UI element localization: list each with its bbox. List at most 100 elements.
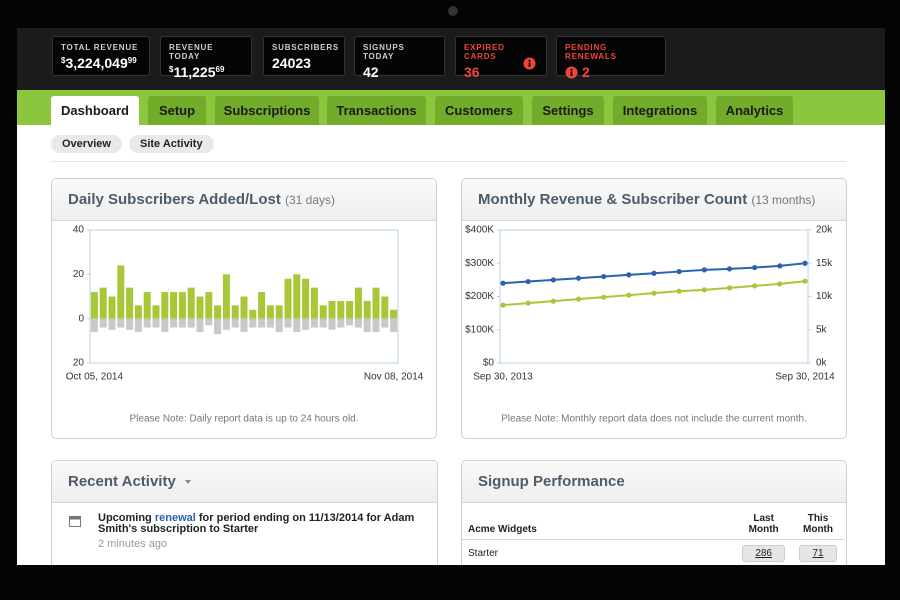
divider bbox=[51, 161, 846, 162]
bar bbox=[328, 300, 336, 319]
bar bbox=[258, 318, 266, 328]
panel-monthly-revenue: Monthly Revenue & Subscriber Count (13 m… bbox=[461, 178, 847, 439]
panel-signup-performance: Signup Performance Acme Widgets Last Mon… bbox=[461, 460, 847, 565]
data-point bbox=[802, 278, 808, 284]
bar bbox=[249, 309, 257, 319]
sub-tab[interactable]: Overview bbox=[51, 135, 122, 153]
bar bbox=[178, 292, 186, 319]
stat-box: PENDING RENEWALS 2 bbox=[556, 36, 666, 80]
cents: 69 bbox=[215, 65, 225, 74]
activity-link[interactable]: renewal bbox=[154, 512, 196, 524]
panel-title-text: Signup Performance bbox=[478, 473, 625, 490]
nav-tab[interactable]: Integrations bbox=[613, 96, 707, 125]
panel-title: Recent Activity bbox=[68, 473, 192, 490]
data-point bbox=[676, 288, 682, 294]
data-point bbox=[701, 287, 707, 293]
stat-label: SUBSCRIBERS bbox=[272, 43, 340, 52]
bar bbox=[99, 287, 107, 319]
y2-tick-label: 10k bbox=[816, 291, 833, 302]
data-point bbox=[651, 290, 657, 296]
panel-title: Signup Performance bbox=[478, 473, 625, 490]
activity-time: 2 minutes ago bbox=[98, 538, 168, 550]
bar bbox=[372, 318, 380, 332]
nav-tab[interactable]: Analytics bbox=[716, 96, 793, 125]
bar bbox=[178, 318, 186, 328]
currency: $ bbox=[61, 56, 66, 65]
y-tick-label: 20 bbox=[73, 358, 85, 369]
plan-name: Starter bbox=[462, 539, 737, 565]
stat-box: TOTAL REVENUE $3,224,04999 bbox=[52, 36, 150, 76]
count-button[interactable]: 286 bbox=[742, 544, 785, 562]
panel-header: Daily Subscribers Added/Lost (31 days) bbox=[52, 179, 436, 221]
sub-tab[interactable]: Site Activity bbox=[129, 135, 214, 153]
bar bbox=[222, 274, 230, 319]
bar bbox=[108, 318, 116, 330]
y-tick-label: 20 bbox=[73, 269, 85, 280]
data-point bbox=[550, 277, 556, 283]
info-icon bbox=[565, 66, 578, 79]
x-tick-label: Nov 08, 2014 bbox=[364, 372, 424, 383]
bar bbox=[284, 278, 292, 319]
data-point bbox=[752, 283, 758, 289]
y-tick-label: $200K bbox=[465, 291, 494, 302]
bar bbox=[346, 300, 354, 319]
bar bbox=[346, 318, 354, 326]
screen: Daily Subscribers Added/Lost (31 days) 4… bbox=[17, 28, 885, 565]
bar bbox=[196, 296, 204, 319]
table-header: Acme Widgets Last Month This Month bbox=[462, 503, 845, 540]
stat-value: 36 bbox=[464, 57, 538, 80]
bar bbox=[99, 318, 107, 328]
panel-header: Recent Activity bbox=[52, 461, 437, 503]
bar bbox=[240, 318, 248, 332]
y2-tick-label: 20k bbox=[816, 225, 833, 236]
x-tick-label: Sep 30, 2014 bbox=[775, 372, 835, 383]
data-point bbox=[525, 300, 531, 306]
stat-number: 42 bbox=[363, 64, 379, 80]
panel-title: Daily Subscribers Added/Lost (31 days) bbox=[68, 191, 335, 208]
stat-box: EXPIRED CARDS 36 bbox=[455, 36, 547, 80]
bar bbox=[187, 318, 195, 328]
nav-tab[interactable]: Customers bbox=[435, 96, 523, 125]
bar bbox=[319, 305, 327, 319]
nav-tab[interactable]: Transactions bbox=[327, 96, 426, 125]
count-button[interactable]: 71 bbox=[799, 544, 837, 562]
bar bbox=[275, 318, 283, 332]
bar bbox=[302, 318, 310, 330]
y2-tick-label: 0k bbox=[816, 358, 828, 369]
calendar-icon bbox=[69, 516, 81, 527]
data-point bbox=[701, 267, 707, 273]
data-point bbox=[575, 296, 582, 302]
nav-tab[interactable]: Settings bbox=[532, 96, 604, 125]
y-tick-label: $300K bbox=[465, 258, 494, 269]
bar bbox=[143, 292, 151, 319]
activity-text: Upcoming bbox=[98, 512, 152, 524]
stat-number: 24023 bbox=[272, 55, 311, 71]
bar bbox=[266, 305, 274, 319]
bar bbox=[214, 318, 222, 335]
data-point bbox=[500, 302, 506, 308]
nav-tab[interactable]: Setup bbox=[148, 96, 206, 125]
bar bbox=[354, 287, 362, 319]
stat-number: 11,225 bbox=[173, 64, 216, 80]
dropdown-caret[interactable] bbox=[184, 478, 192, 486]
bar bbox=[381, 318, 389, 328]
panel-daily-subscribers: Daily Subscribers Added/Lost (31 days) 4… bbox=[51, 178, 437, 439]
data-point bbox=[525, 278, 531, 285]
data-point bbox=[601, 273, 607, 280]
stat-box: SUBSCRIBERS 24023 bbox=[263, 36, 345, 76]
panel-recent-activity: Recent Activity Upcoming renewal for per… bbox=[51, 460, 438, 565]
bar bbox=[90, 292, 98, 319]
nav-tab[interactable]: Subscriptions bbox=[215, 96, 319, 125]
data-point bbox=[601, 294, 607, 300]
signup-table: Acme Widgets Last Month This Month Start… bbox=[462, 503, 845, 565]
bar bbox=[293, 274, 301, 319]
panel-title-text: Recent Activity bbox=[68, 473, 176, 490]
bar bbox=[337, 300, 345, 319]
chart-title: Monthly Revenue & Subscriber Count bbox=[478, 191, 748, 208]
bar bbox=[214, 305, 222, 319]
column-header: Acme Widgets bbox=[462, 503, 737, 540]
bar bbox=[117, 265, 125, 319]
data-point bbox=[752, 264, 758, 271]
nav-tab[interactable]: Dashboard bbox=[51, 96, 139, 125]
stat-value: 2 bbox=[565, 64, 657, 80]
